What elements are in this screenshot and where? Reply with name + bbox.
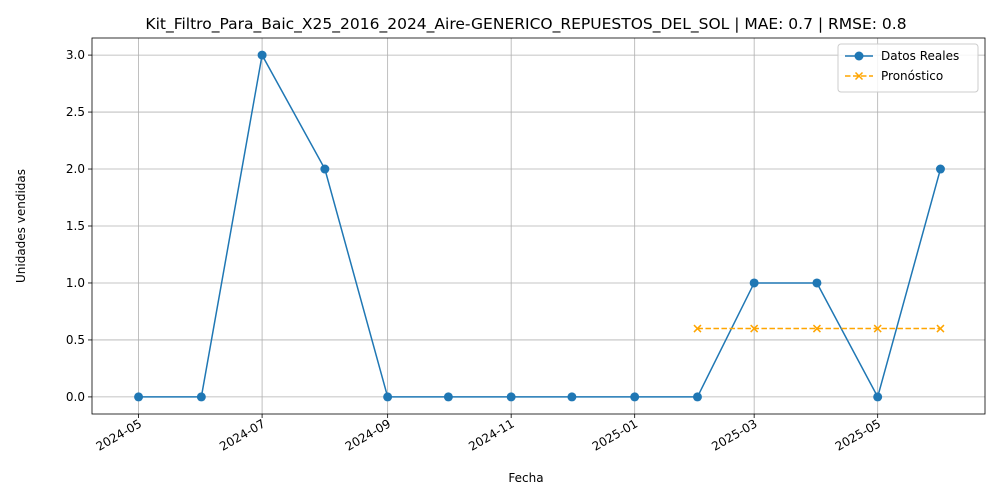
y-tick-label: 0.0 [66,390,85,404]
x-marker-stroke [750,324,759,333]
legend-label-datos-reales: Datos Reales [881,49,959,63]
y-tick-label: 1.0 [66,276,85,290]
chart-title: Kit_Filtro_Para_Baic_X25_2016_2024_Aire-… [145,15,906,34]
series-datos-reales [134,50,945,402]
series [134,50,945,402]
y-tick-label: 2.0 [66,162,85,176]
x-tick-label: 2025-05 [833,416,883,453]
data-point-pronostico [873,324,882,333]
x-tick-label: 2025-03 [709,416,759,453]
x-tick-label: 2024-11 [466,416,516,453]
series-pronostico [693,324,945,333]
axis-ticks: 2024-05 2024-07 2024-09 2024-11 2025-01 2025-… [66,48,883,454]
grid [92,38,985,414]
data-point-datos-reales [935,164,945,174]
data-point-pronostico [936,324,945,333]
x-tick-label: 2025-01 [590,416,640,453]
x-axis-label: Fecha [508,471,543,485]
data-point-pronostico [750,324,759,333]
data-point-datos-reales [567,392,577,402]
data-point-datos-reales [692,392,702,402]
y-tick-label: 1.5 [66,219,85,233]
y-axis-label: Unidades vendidas [14,169,28,283]
y-tick-label: 3.0 [66,48,85,62]
x-marker-stroke [854,71,864,81]
data-point-datos-reales [812,278,822,288]
data-point-datos-reales [873,392,883,402]
data-point-datos-reales [443,392,453,402]
legend-label-pronostico: Pronóstico [881,69,943,83]
data-point-pronostico [812,324,821,333]
legend-marker-pronostico [854,71,864,81]
data-point-datos-reales [257,50,267,60]
data-point-datos-reales [196,392,206,402]
legend: Datos Reales Pronóstico [837,43,979,93]
data-point-pronostico [693,324,702,333]
data-point-datos-reales [320,164,330,174]
y-tick-label: 2.5 [66,105,85,119]
x-marker-stroke [693,324,702,333]
y-tick-label: 0.5 [66,333,85,347]
x-tick-label: 2024-09 [343,416,393,453]
x-marker-stroke [812,324,821,333]
legend-marker-datos-reales [854,51,864,61]
x-tick-label: 2024-07 [217,416,267,453]
x-marker-stroke [873,324,882,333]
data-point-datos-reales [506,392,516,402]
data-point-datos-reales [134,392,144,402]
series-line-datos-reales [138,52,942,399]
x-marker-stroke [936,324,945,333]
x-tick-label: 2024-05 [94,416,144,453]
data-point-datos-reales [383,392,393,402]
data-point-datos-reales [749,278,759,288]
data-point-datos-reales [630,392,640,402]
